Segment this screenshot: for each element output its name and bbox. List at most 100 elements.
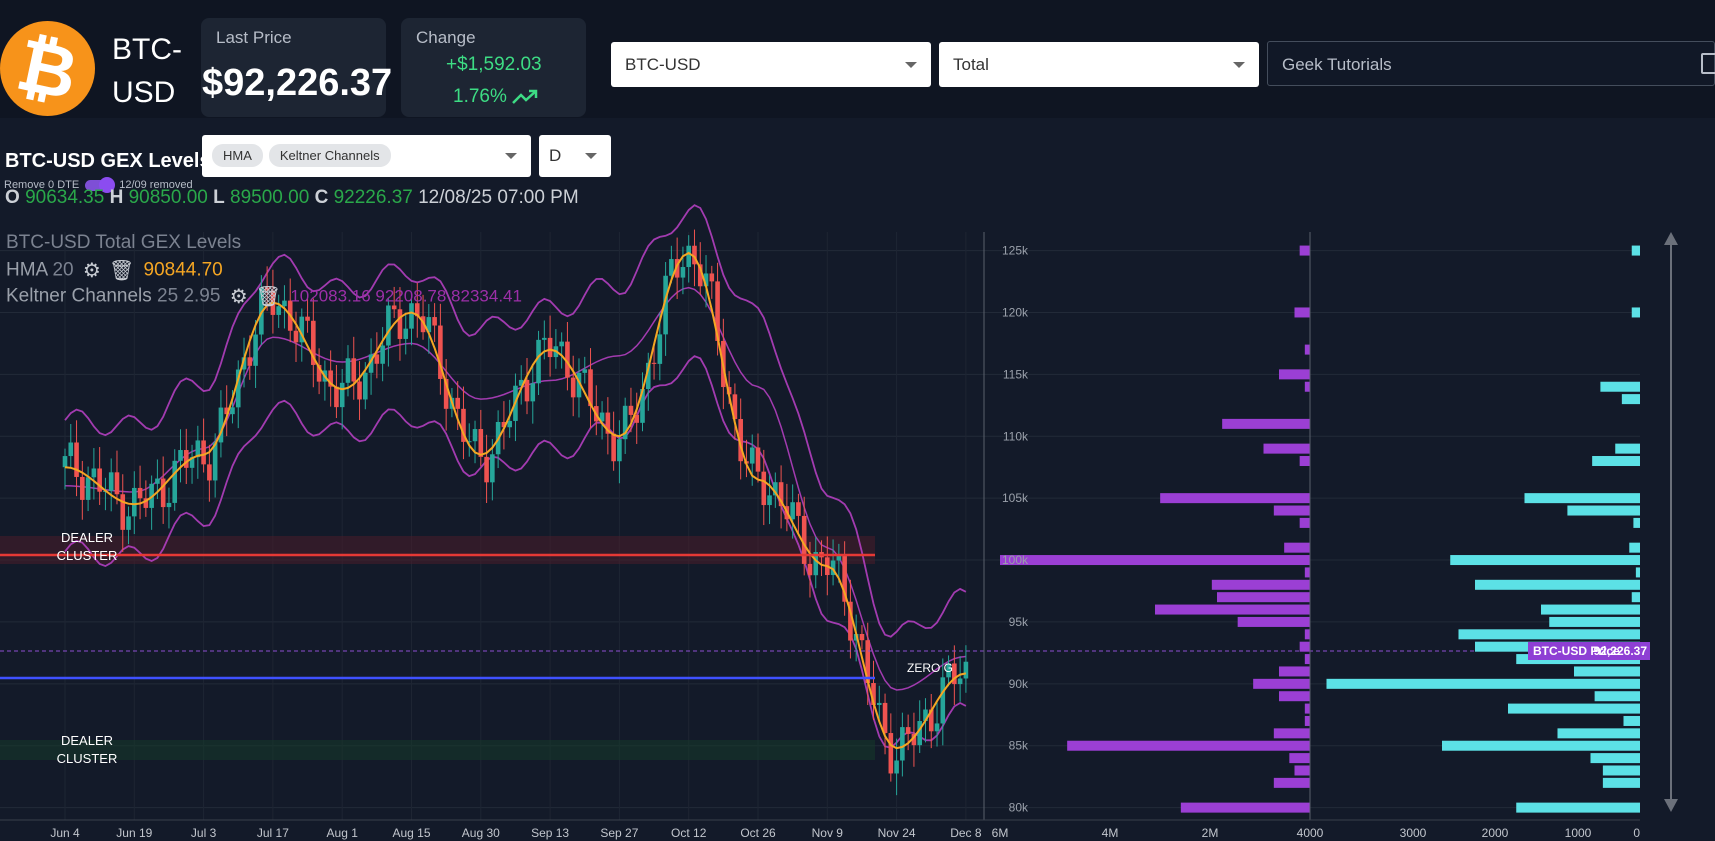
candle-body: [368, 354, 374, 373]
put-gex-bar: [1289, 753, 1310, 764]
dealer-cluster-zone-bottom: [0, 740, 875, 760]
candle-body: [305, 316, 310, 321]
candle-body: [605, 412, 611, 434]
legend-keltner: Keltner Channels 25 2.95 ⚙ 🗑 102083.16 92…: [6, 285, 522, 308]
indicator-select[interactable]: HMA Keltner Channels: [202, 135, 531, 177]
y-tick-label: 80k: [1009, 801, 1029, 815]
x-tick-label: Jun 19: [116, 826, 152, 840]
candle-body: [391, 305, 397, 310]
put-gex-bar: [1294, 307, 1310, 318]
x-tick-label: Oct 26: [740, 826, 776, 840]
price-tag-bg: [1528, 642, 1650, 660]
last-price-label: Last Price: [216, 28, 292, 47]
candle-body: [565, 341, 570, 378]
gear-icon[interactable]: ⚙: [82, 260, 101, 282]
candle-body: [796, 502, 801, 516]
candle-body: [657, 334, 663, 364]
candle-body: [120, 494, 126, 530]
zero-g-label: ZERO G: [907, 661, 953, 675]
price-tag-label: BTC-USD Price: [1533, 644, 1620, 658]
candle-body: [697, 264, 703, 287]
gex-type-select[interactable]: Total: [939, 42, 1259, 87]
candle-body: [334, 386, 339, 408]
candle-body: [634, 414, 640, 423]
put-gex-bar: [1211, 579, 1310, 590]
candle-body: [472, 429, 478, 442]
candle-body: [952, 663, 957, 685]
candle-body: [645, 362, 651, 390]
y-tick-label: 90k: [1009, 677, 1029, 691]
call-gex-bar: [1633, 517, 1640, 528]
put-gex-bar: [1160, 493, 1310, 504]
put-gex-bar: [1304, 344, 1310, 355]
remove-0dte-switch[interactable]: [85, 176, 116, 193]
ohlc-readout: O 90634.35 H 90850.00 L 89500.00 C 92226…: [5, 187, 579, 208]
candle-body: [865, 640, 871, 684]
candle-body: [380, 345, 385, 364]
call-gex-bar: [1458, 629, 1640, 640]
candle-body: [524, 379, 530, 402]
x-tick-label: Dec 8: [950, 826, 982, 840]
candle-body: [68, 442, 74, 457]
put-gex-bar: [1155, 604, 1310, 615]
candle-body: [911, 733, 917, 746]
put-gex-bar: [1294, 765, 1310, 776]
put-gex-tick: 6M: [992, 826, 1009, 840]
dealer-cluster-bottom-line2: CLUSTER: [57, 751, 118, 766]
candle-body: [132, 487, 137, 517]
y-tick-label: 120k: [1002, 305, 1029, 319]
call-gex-bar: [1574, 666, 1640, 677]
x-tick-label: Oct 12: [671, 826, 707, 840]
candle-body: [628, 405, 634, 415]
candle-body: [484, 456, 489, 483]
call-gex-bar: [1557, 728, 1640, 739]
candle-body: [195, 440, 201, 458]
candle-body: [663, 275, 668, 335]
call-gex-bar: [1594, 691, 1640, 702]
symbol-select[interactable]: BTC-USD: [611, 42, 931, 87]
candle-body: [224, 407, 229, 415]
change-percent-row: 1.76%: [453, 86, 538, 108]
x-tick-label: Jun 4: [50, 826, 80, 840]
x-tick-label: Nov 9: [812, 826, 844, 840]
gear-icon[interactable]: ⚙: [229, 286, 248, 308]
candle-body: [807, 563, 813, 576]
tutorials-select[interactable]: Geek Tutorials: [1267, 41, 1715, 86]
put-gex-bar: [1279, 666, 1310, 677]
candle-body: [276, 306, 281, 315]
candle-body: [917, 721, 922, 746]
candle-body: [651, 362, 657, 364]
candle-body: [801, 515, 807, 564]
candle-body: [218, 407, 224, 443]
ticker-symbol: BTC-USD: [112, 33, 182, 109]
call-gex-tick: 1000: [1565, 826, 1592, 840]
indicator-chip-keltner[interactable]: Keltner Channels: [268, 144, 391, 167]
put-gex-bar: [1304, 654, 1310, 665]
remove-0dte-toggle-row: Remove 0 DTE 12/09 removed: [4, 176, 193, 193]
candle-body: [732, 394, 738, 420]
trash-icon[interactable]: 🗑: [255, 286, 282, 308]
put-gex-bar: [1222, 418, 1310, 429]
candle-body: [466, 441, 472, 443]
put-gex-tick: 4000: [1297, 826, 1324, 840]
hma-line: [64, 251, 967, 750]
candle-body: [842, 556, 847, 602]
trash-icon[interactable]: 🗑: [108, 260, 135, 282]
x-tick-label: Aug 30: [462, 826, 500, 840]
candle-body: [778, 482, 784, 507]
timeframe-select[interactable]: D: [539, 135, 611, 177]
indicator-chip-hma[interactable]: HMA: [212, 144, 263, 167]
toggle-status: 12/09 removed: [119, 179, 193, 191]
scroll-down-arrow: [1664, 799, 1678, 812]
put-gex-bar: [1299, 517, 1310, 528]
candle-body: [501, 421, 507, 428]
scroll-up-arrow: [1664, 232, 1678, 245]
x-tick-label: Jul 17: [257, 826, 289, 840]
candle-body: [172, 460, 178, 503]
candle-body: [749, 447, 755, 464]
candle-body: [155, 478, 160, 484]
candle-body: [293, 330, 299, 343]
call-gex-bar: [1508, 703, 1640, 714]
candle-body: [114, 472, 120, 495]
